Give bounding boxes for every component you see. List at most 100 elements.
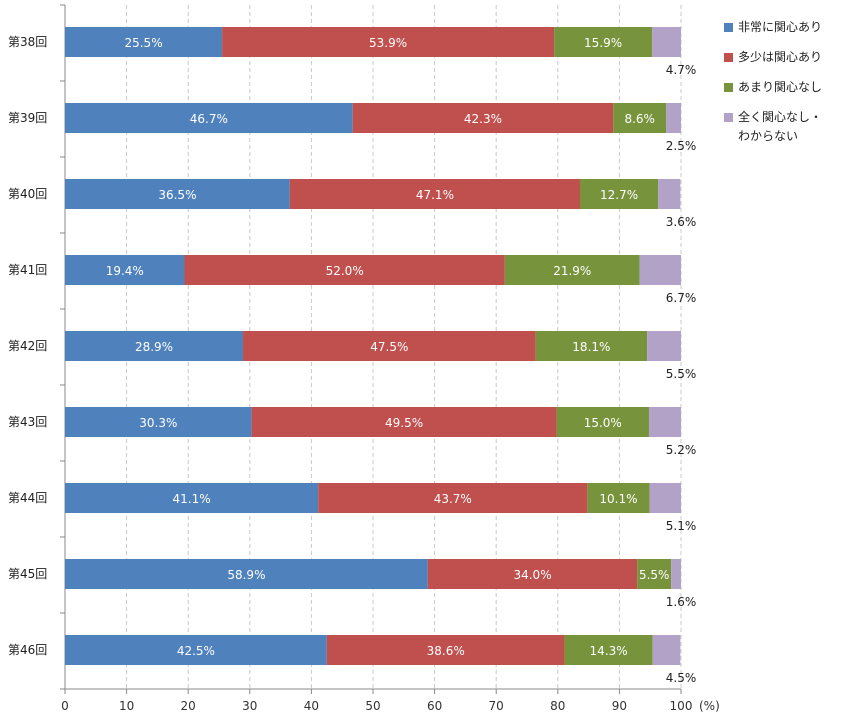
bar-segment (652, 635, 681, 665)
bar-segment (637, 559, 672, 589)
bar-segment (658, 179, 681, 209)
bar-segment (243, 331, 536, 361)
data-label: 5.2% (666, 443, 697, 457)
bar-segment (326, 635, 565, 665)
bar-segment (65, 27, 223, 57)
data-label: 21.9% (553, 264, 591, 278)
bar-segment (65, 179, 290, 209)
data-label: 14.3% (590, 644, 628, 658)
category-label: 第38回 (8, 35, 47, 49)
bar-segment (427, 559, 638, 589)
bar-segment (65, 103, 353, 133)
bar-segment (65, 635, 327, 665)
bar-segment (251, 407, 557, 437)
data-label: 10.1% (599, 492, 637, 506)
bar-segment (671, 559, 681, 589)
category-label: 第41回 (8, 263, 47, 277)
legend-item-0: 非常に関心あり (724, 18, 844, 37)
legend-swatch-0 (724, 23, 733, 32)
x-tick-label: 80 (550, 699, 565, 713)
data-label: 28.9% (135, 340, 173, 354)
bar-segment (504, 255, 640, 285)
bar-segment (666, 103, 681, 133)
bar-segment (318, 483, 588, 513)
bar-segment (554, 27, 653, 57)
data-label: 3.6% (666, 215, 697, 229)
data-label: 46.7% (190, 112, 228, 126)
bar-segment (184, 255, 505, 285)
data-label: 47.1% (416, 188, 454, 202)
bar-segment (579, 179, 659, 209)
bar-segment (587, 483, 650, 513)
bar-segment (639, 255, 681, 285)
data-label: 36.5% (158, 188, 196, 202)
data-label: 38.6% (427, 644, 465, 658)
legend-item-2: あまり関心なし (724, 78, 844, 97)
bar-segment (65, 255, 185, 285)
data-label: 1.6% (666, 595, 697, 609)
bar-segment (65, 407, 252, 437)
data-label: 58.9% (227, 568, 265, 582)
legend-label-0: 非常に関心あり (738, 20, 823, 34)
bar-segment (652, 27, 681, 57)
bar-segment (222, 27, 555, 57)
x-tick-label: 0 (61, 699, 69, 713)
legend-label-1: 多少は関心あり (738, 50, 823, 64)
x-tick-label: 70 (489, 699, 504, 713)
bar-segment (556, 407, 649, 437)
legend-item-3: 全く関心なし・ わからない (724, 108, 844, 146)
x-tick-label: 100 (670, 699, 693, 713)
data-label: 5.5% (639, 568, 670, 582)
data-label: 47.5% (370, 340, 408, 354)
data-label: 25.5% (124, 36, 162, 50)
category-label: 第40回 (8, 187, 47, 201)
data-label: 6.7% (666, 291, 697, 305)
data-label: 4.5% (666, 671, 697, 685)
x-tick-label: 40 (304, 699, 319, 713)
data-label: 15.0% (584, 416, 622, 430)
data-label: 41.1% (173, 492, 211, 506)
data-label: 19.4% (106, 264, 144, 278)
data-label: 30.3% (139, 416, 177, 430)
bar-segment (352, 103, 614, 133)
data-label: 42.3% (464, 112, 502, 126)
bar-segment (535, 331, 648, 361)
category-label: 第44回 (8, 491, 47, 505)
data-label: 2.5% (666, 139, 697, 153)
data-label: 5.1% (666, 519, 697, 533)
category-label: 第39回 (8, 111, 47, 125)
data-label: 8.6% (624, 112, 655, 126)
x-tick-label: 50 (365, 699, 380, 713)
bar-segment (647, 331, 681, 361)
bar-segment (613, 103, 667, 133)
x-tick-label: 20 (181, 699, 196, 713)
data-label: 15.9% (584, 36, 622, 50)
legend-swatch-2 (724, 83, 733, 92)
data-label: 5.5% (666, 367, 697, 381)
legend-swatch-3 (724, 113, 733, 122)
bar-segment (649, 483, 681, 513)
data-label: 52.0% (326, 264, 364, 278)
category-label: 第46回 (8, 643, 47, 657)
data-label: 4.7% (666, 63, 697, 77)
data-label: 42.5% (177, 644, 215, 658)
data-label: 18.1% (572, 340, 610, 354)
bar-segment (564, 635, 653, 665)
data-label: 12.7% (600, 188, 638, 202)
x-tick-label: 60 (427, 699, 442, 713)
category-label: 第45回 (8, 567, 47, 581)
bar-segment (65, 331, 244, 361)
legend-swatch-1 (724, 53, 733, 62)
bar-segment (65, 559, 428, 589)
x-tick-label: 10 (119, 699, 134, 713)
data-label: 34.0% (513, 568, 551, 582)
data-label: 43.7% (434, 492, 472, 506)
bar-segment (648, 407, 681, 437)
legend-item-1: 多少は関心あり (724, 48, 844, 67)
bar-segment (65, 483, 319, 513)
x-unit-label: (%) (699, 699, 720, 713)
legend: 非常に関心あり 多少は関心あり あまり関心なし 全く関心なし・ わからない (724, 18, 844, 157)
x-tick-label: 90 (612, 699, 627, 713)
x-tick-label: 30 (242, 699, 257, 713)
